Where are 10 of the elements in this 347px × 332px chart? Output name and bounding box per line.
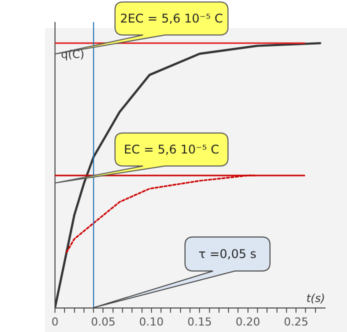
annotation: τ =0,05 s [198, 247, 256, 261]
x-tick-label: 0 [52, 315, 58, 328]
annotation: EC = 5,6 10⁻⁵ C [124, 142, 220, 156]
x-tick-label: 0.20 [236, 315, 260, 328]
x-axis-title: t(s) [306, 292, 325, 305]
x-tick-label: 0.05 [90, 315, 116, 328]
x-tick-label: 0.10 [139, 315, 164, 328]
x-tick-label: 0.25 [284, 315, 308, 328]
x-tick-label: 0.15 [187, 315, 212, 328]
text: 2EC = 5,6 10⁻⁵ C [120, 12, 223, 26]
